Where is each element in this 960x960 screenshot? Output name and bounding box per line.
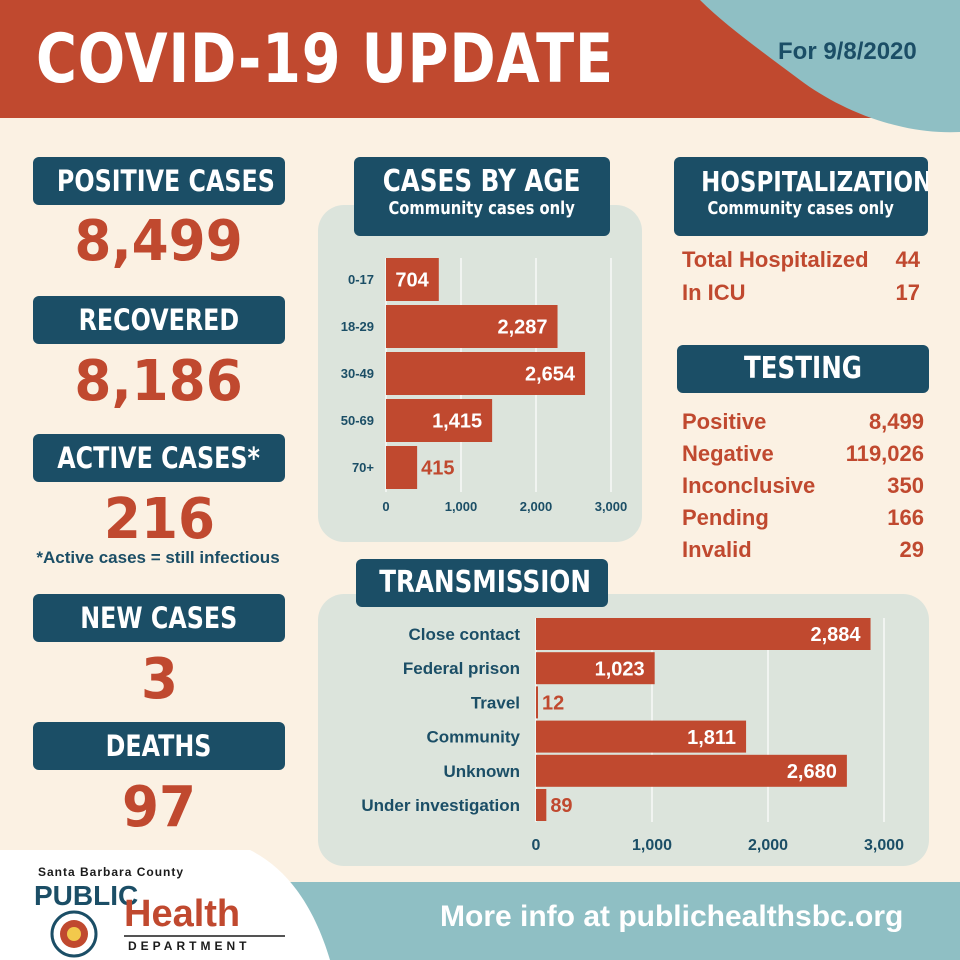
value-label: 12 bbox=[542, 693, 564, 715]
cases-by-age-title: CASES BY AGE bbox=[383, 164, 581, 199]
testing-positive-value: 8,499 bbox=[868, 409, 924, 434]
bar bbox=[386, 305, 558, 348]
testing-inconclusive-label: Inconclusive bbox=[682, 473, 816, 498]
testing-title: TESTING bbox=[743, 351, 863, 386]
bar bbox=[536, 789, 547, 821]
cases-by-age-chart: 0 1,000 2,000 3,000 0-17 704 18-29 2,287 30-49 2,… bbox=[341, 258, 628, 514]
value-label: 2,680 bbox=[787, 761, 837, 783]
category-label: Unknown bbox=[444, 762, 521, 781]
active-cases-footnote: *Active cases = still infectious bbox=[36, 548, 280, 567]
page-title: COVID-19 UPDATE bbox=[36, 20, 614, 99]
bar bbox=[386, 352, 586, 395]
testing-header: TESTING bbox=[677, 345, 929, 393]
testing-inconclusive-value: 350 bbox=[887, 473, 924, 498]
value-label: 1,811 bbox=[687, 727, 736, 749]
hospitalized-value: 44 bbox=[895, 247, 920, 272]
hospitalized-label: Total Hospitalized bbox=[682, 247, 869, 272]
category-label: 0-17 bbox=[348, 272, 374, 287]
bar bbox=[536, 686, 538, 719]
testing-pending-label: Pending bbox=[682, 505, 769, 530]
date-label: For 9/8/2020 bbox=[778, 38, 917, 65]
x-tick-label: 2,000 bbox=[748, 837, 788, 854]
icu-label: In ICU bbox=[682, 280, 746, 305]
footer-link-text[interactable]: More info at publichealthsbc.org bbox=[440, 900, 904, 933]
seal-icon bbox=[50, 910, 98, 958]
category-label: Federal prison bbox=[403, 659, 520, 678]
deaths-label: DEATHS bbox=[33, 722, 285, 770]
hospitalized-row: Total Hospitalized 44 bbox=[682, 247, 920, 275]
positive-cases-label: POSITIVE CASES bbox=[33, 157, 285, 205]
active-cases-value: 216 bbox=[103, 487, 215, 552]
testing-row: Pending 166 bbox=[682, 505, 924, 533]
value-label: 1,023 bbox=[595, 658, 645, 680]
testing-row: Positive 8,499 bbox=[682, 409, 924, 437]
category-label: 30-49 bbox=[341, 366, 374, 381]
footer-band bbox=[290, 882, 960, 960]
value-label: 415 bbox=[421, 458, 454, 480]
value-label: 89 bbox=[550, 795, 572, 817]
category-label: Travel bbox=[471, 693, 520, 712]
hospitalizations-title: HOSPITALIZATIONS bbox=[701, 165, 928, 198]
header-teal-swoosh bbox=[700, 0, 960, 133]
testing-negative-value: 119,026 bbox=[845, 441, 924, 466]
active-cases-label: ACTIVE CASES* bbox=[33, 434, 285, 482]
recovered-value: 8,186 bbox=[74, 349, 244, 414]
bar bbox=[536, 754, 847, 787]
x-tick-label: 2,000 bbox=[520, 499, 553, 514]
testing-invalid-label: Invalid bbox=[682, 537, 752, 562]
x-tick-label: 3,000 bbox=[595, 499, 628, 514]
transmission-header: TRANSMISSION bbox=[356, 559, 608, 607]
logo-county: Santa Barbara County bbox=[38, 865, 184, 879]
testing-positive-label: Positive bbox=[682, 409, 767, 434]
category-label: 18-29 bbox=[341, 319, 374, 334]
cases-by-age-header: CASES BY AGE Community cases only bbox=[354, 157, 610, 236]
category-label: Close contact bbox=[409, 625, 521, 644]
testing-row: Negative 119,026 bbox=[682, 441, 924, 469]
bar bbox=[536, 652, 655, 685]
icu-value: 17 bbox=[895, 280, 920, 305]
category-label: 70+ bbox=[352, 460, 374, 475]
new-cases-label: NEW CASES bbox=[33, 594, 285, 642]
category-label: 50-69 bbox=[341, 413, 374, 428]
value-label: 1,415 bbox=[432, 411, 482, 433]
transmission-title: TRANSMISSION bbox=[379, 565, 591, 600]
value-label: 2,884 bbox=[810, 624, 861, 646]
testing-row: Invalid 29 bbox=[682, 537, 924, 565]
value-label: 2,287 bbox=[497, 317, 547, 339]
value-label: 2,654 bbox=[525, 364, 576, 386]
category-label: Under investigation bbox=[361, 796, 520, 815]
x-tick-label: 3,000 bbox=[864, 837, 904, 854]
new-cases-value: 3 bbox=[140, 647, 178, 712]
x-tick-label: 1,000 bbox=[445, 499, 478, 514]
bar bbox=[386, 258, 439, 301]
hospitalizations-subtitle: Community cases only bbox=[707, 198, 895, 219]
bar bbox=[536, 618, 871, 650]
x-tick-label: 0 bbox=[382, 499, 389, 514]
hospitalizations-header: HOSPITALIZATIONS Community cases only bbox=[674, 157, 928, 236]
testing-invalid-value: 29 bbox=[899, 537, 924, 562]
deaths-value: 97 bbox=[121, 775, 197, 840]
logo-health: Health bbox=[124, 893, 240, 935]
testing-negative-label: Negative bbox=[682, 441, 774, 466]
recovered-label: RECOVERED bbox=[33, 296, 285, 344]
logo-public: PUBLIC bbox=[34, 880, 138, 911]
transmission-chart: 0 1,000 2,000 3,000 Close contact 2,884 Federa… bbox=[361, 618, 904, 854]
icu-row: In ICU 17 bbox=[682, 280, 920, 308]
public-health-logo: Santa Barbara County PUBLIC Health DEPAR… bbox=[0, 850, 330, 960]
logo-department: DEPARTMENT bbox=[128, 939, 250, 953]
cases-by-age-subtitle: Community cases only bbox=[388, 198, 576, 219]
x-tick-label: 1,000 bbox=[632, 837, 672, 854]
bar bbox=[386, 446, 418, 489]
category-label: Community bbox=[427, 728, 521, 747]
bar bbox=[386, 399, 493, 442]
testing-row: Inconclusive 350 bbox=[682, 473, 924, 501]
value-label: 704 bbox=[395, 270, 429, 292]
positive-cases-value: 8,499 bbox=[74, 209, 244, 274]
testing-pending-value: 166 bbox=[887, 505, 924, 530]
x-tick-label: 0 bbox=[532, 837, 541, 854]
bar bbox=[536, 720, 747, 753]
